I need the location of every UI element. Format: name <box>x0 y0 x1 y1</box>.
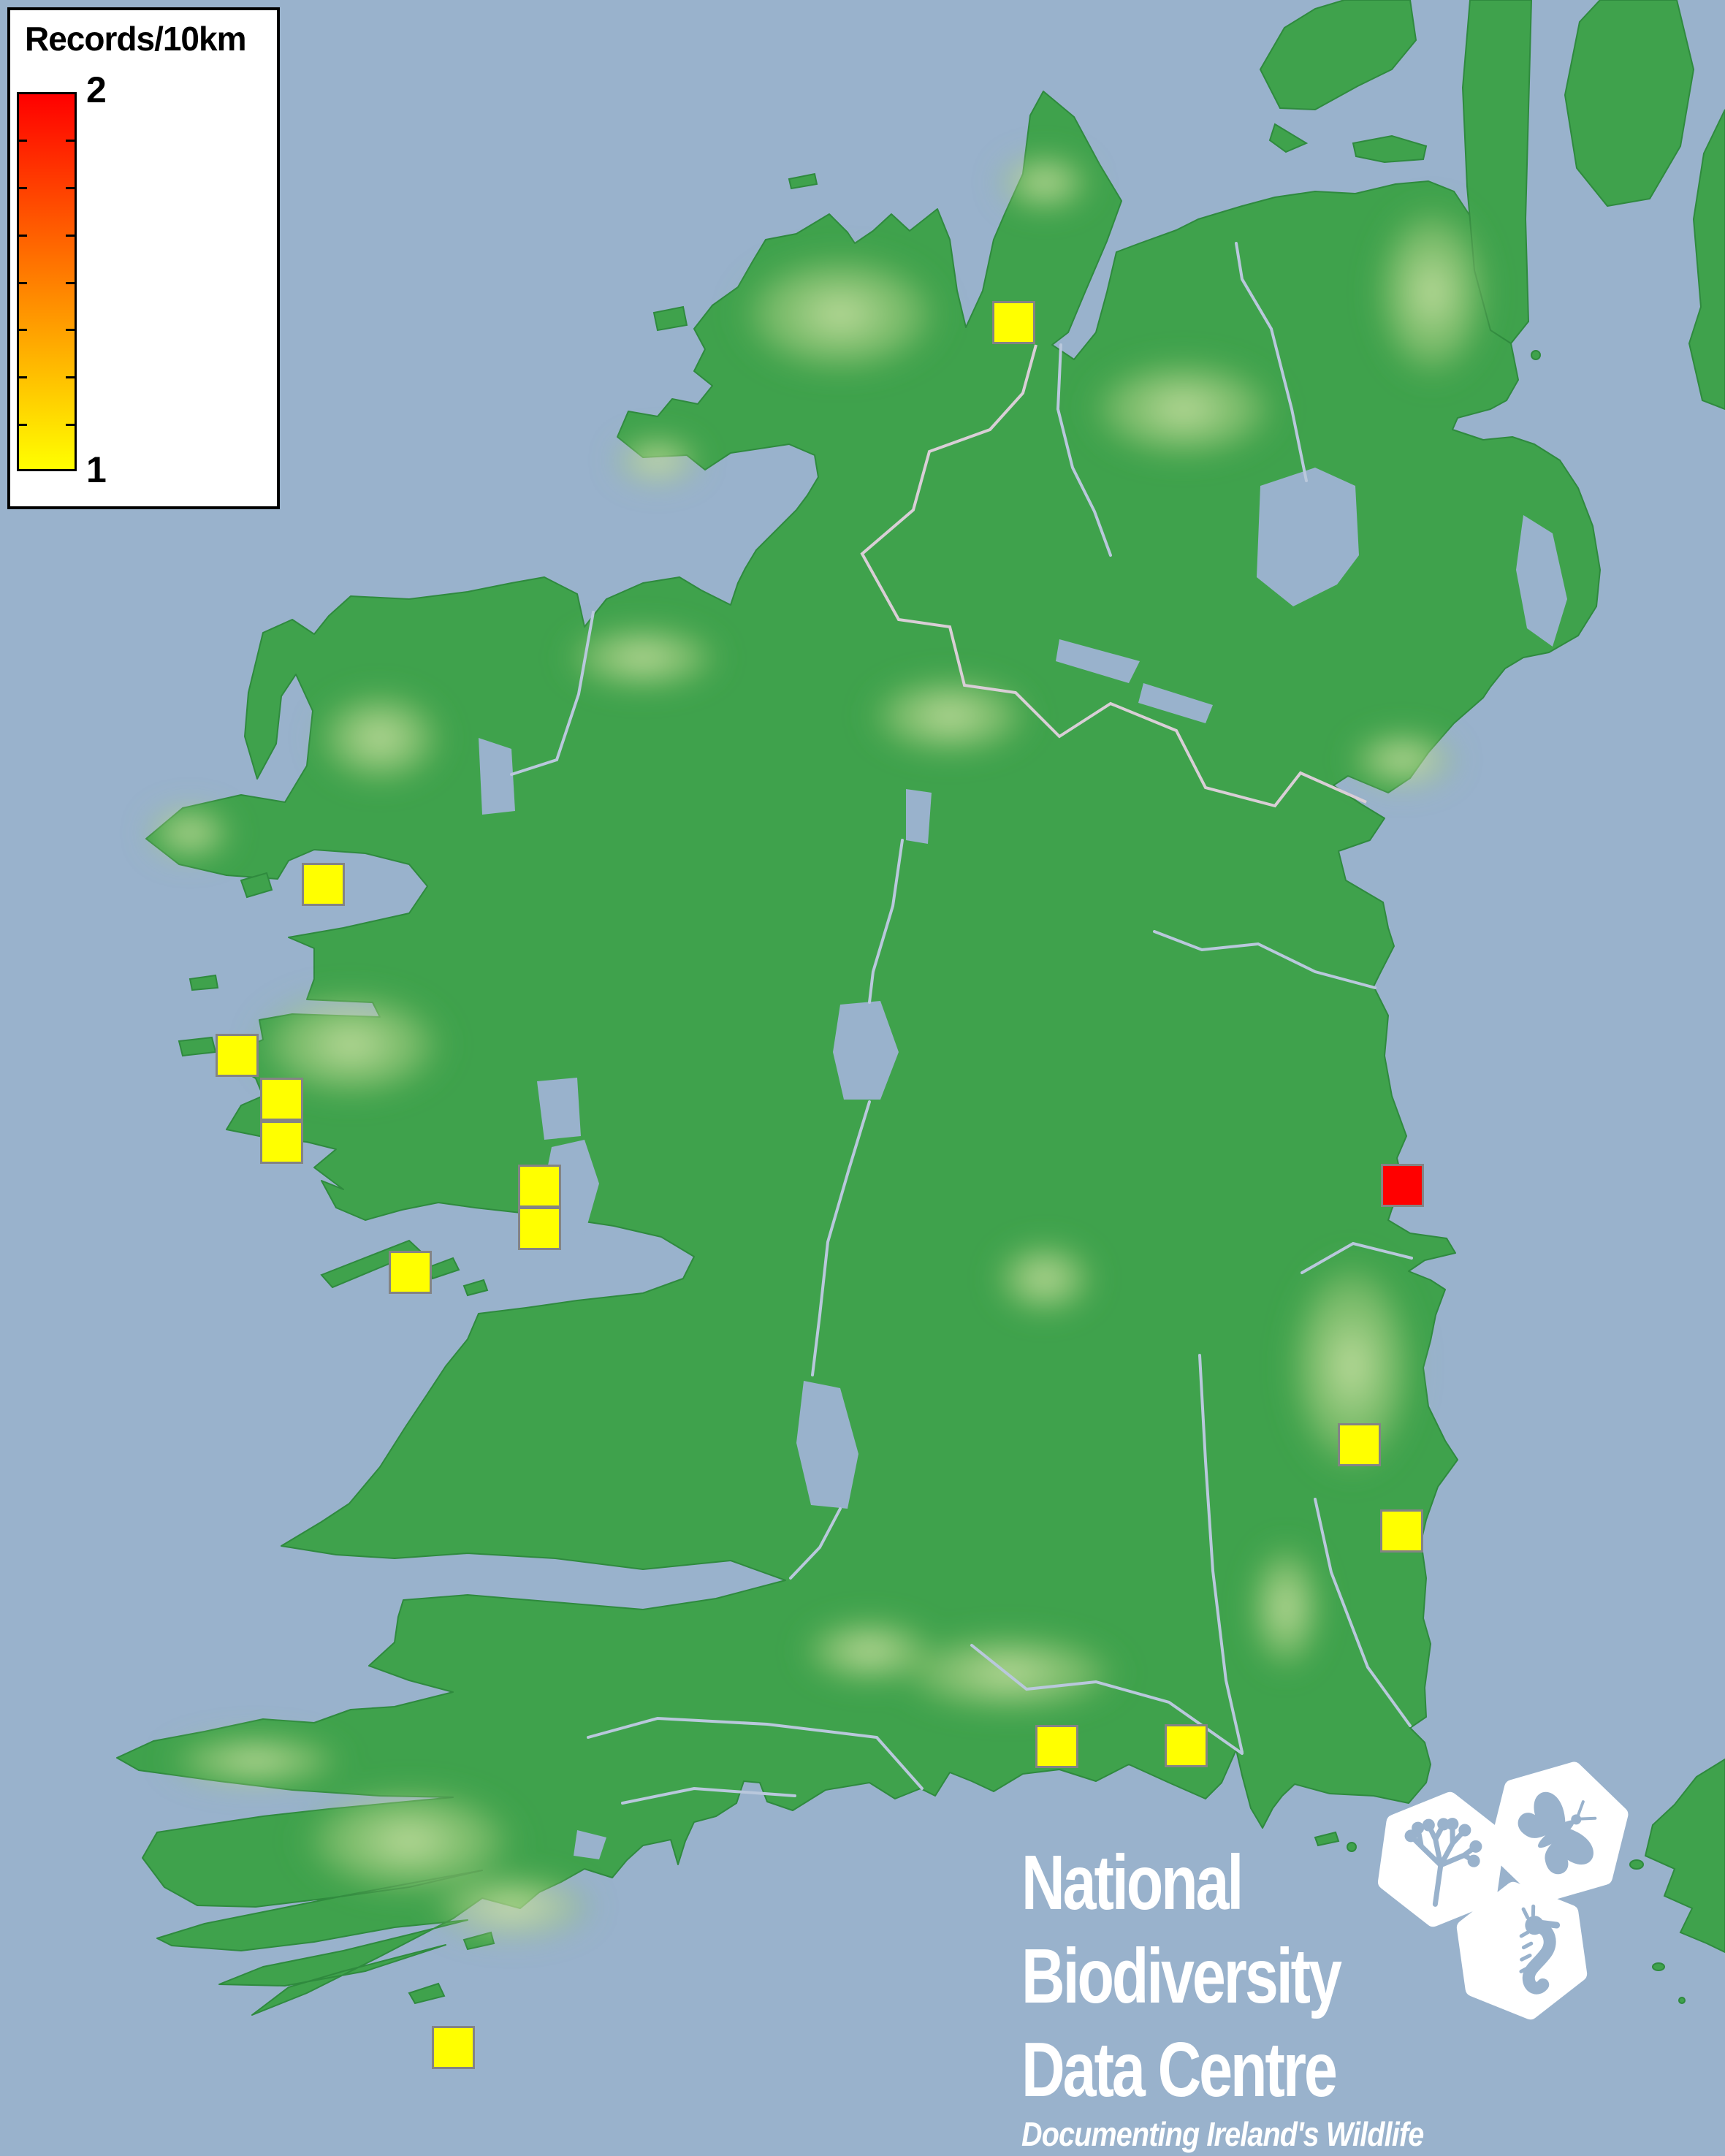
grid-square[interactable] <box>260 1121 303 1164</box>
grid-square[interactable] <box>260 1078 303 1121</box>
legend-tick <box>18 282 27 284</box>
legend-title: Records/10km <box>25 20 246 58</box>
grid-square[interactable] <box>1381 1164 1424 1207</box>
lough-allen <box>906 789 932 844</box>
logo-line-biodiversity: Biodiversity <box>1021 1933 1342 2019</box>
seahorse-icon <box>1519 1904 1561 1995</box>
grid-square[interactable] <box>1165 1724 1208 1767</box>
butterfly-icon <box>1518 1791 1597 1875</box>
scotland-fragment <box>1259 0 1725 411</box>
legend-tick <box>66 187 75 189</box>
lough-neagh <box>1257 468 1359 606</box>
legend-tick <box>66 140 75 142</box>
legend-tick <box>66 282 75 284</box>
legend-box: Records/10km 2 1 <box>7 7 280 509</box>
grid-square[interactable] <box>518 1165 561 1208</box>
ni-border <box>860 344 1367 808</box>
lough-leane <box>574 1830 606 1859</box>
grid-square[interactable] <box>302 863 345 906</box>
hillshade <box>142 150 1494 1943</box>
legend-min-label: 1 <box>86 449 107 490</box>
logo-line-data-centre: Data Centre <box>1021 2027 1338 2113</box>
logo-line-national: National <box>1021 1840 1244 1926</box>
lough-conn <box>479 738 515 815</box>
legend-tick <box>66 329 75 331</box>
legend-tick <box>66 235 75 237</box>
grid-square[interactable] <box>1035 1725 1078 1768</box>
grid-square[interactable] <box>389 1251 432 1294</box>
logo-hexagons <box>1377 1761 1629 2020</box>
islands <box>178 134 1428 2005</box>
legend-tick <box>18 329 27 331</box>
legend-tick <box>18 235 27 237</box>
grid-square[interactable] <box>216 1034 259 1077</box>
legend-tick <box>66 376 75 378</box>
lough-erne <box>1056 639 1140 683</box>
legend-tick <box>18 424 27 426</box>
hexagon-seahorse <box>1456 1881 1588 2020</box>
lough-derg <box>796 1381 858 1509</box>
grid-square[interactable] <box>518 1207 561 1250</box>
legend-tick <box>18 140 27 142</box>
legend-tick <box>18 187 27 189</box>
lough-ree <box>833 1001 899 1100</box>
grid-square[interactable] <box>432 2026 475 2069</box>
lakes <box>479 468 1567 1859</box>
lough-mask <box>537 1078 581 1140</box>
legend-tick <box>18 376 27 378</box>
wales-fragment <box>1629 1758 1725 2004</box>
grid-square[interactable] <box>1380 1509 1423 1553</box>
logo-tagline: Documenting Ireland's Wildlife <box>1021 2115 1424 2153</box>
upper-lough-erne <box>1138 683 1213 723</box>
legend-tick <box>66 424 75 426</box>
grid-square[interactable] <box>992 301 1035 344</box>
rivers <box>510 242 1413 1805</box>
legend-max-label: 2 <box>86 69 107 110</box>
legend-gradient-bar <box>17 92 77 471</box>
tree-icon <box>1404 1818 1482 1907</box>
grid-square[interactable] <box>1338 1423 1381 1466</box>
strangford-lough <box>1516 515 1567 647</box>
